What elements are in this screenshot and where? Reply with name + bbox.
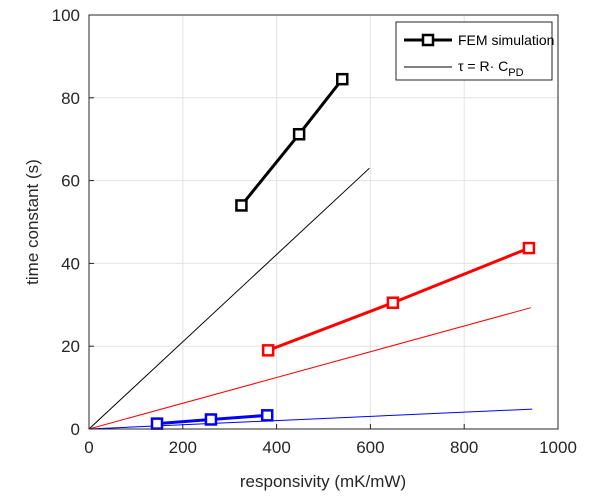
y-tick-label: 80: [61, 89, 80, 108]
ticks: 0 200 400 600 800 1000 0 20 40 60 80 100: [52, 6, 577, 457]
legend-tau-label: τ = R· CPD: [458, 58, 524, 79]
plot-background: [89, 15, 558, 429]
legend-box: [395, 21, 553, 81]
y-tick-label: 0: [71, 420, 80, 439]
legend-tau-label-main: τ = R· C: [458, 58, 508, 74]
fem-data-point: [235, 199, 248, 212]
fem-data-point: [522, 241, 536, 255]
model-line: [88, 167, 370, 430]
fem-data-point: [336, 72, 349, 86]
fem-data-point: [292, 127, 306, 141]
y-axis-label: time constant (s): [23, 159, 42, 285]
fem-data-point: [386, 296, 400, 309]
y-tick-label: 40: [61, 254, 80, 273]
x-tick-label: 0: [84, 438, 93, 457]
fem-data-point: [260, 409, 274, 422]
x-tick-label: 600: [356, 438, 384, 457]
model-line: [88, 307, 531, 430]
legend-tau-label-subscript: PD: [508, 67, 523, 79]
fem-data-point: [261, 344, 275, 357]
x-tick-label: 1000: [539, 438, 577, 457]
legend-fem-label: FEM simulation: [458, 32, 554, 48]
legend: FEM simulation τ = R· CPD: [395, 21, 554, 81]
x-tick-label: 800: [450, 438, 478, 457]
series-layer: [88, 72, 536, 430]
y-tick-label: 100: [52, 6, 80, 25]
x-tick-label: 200: [169, 438, 197, 457]
grid: [89, 15, 558, 429]
fem-data-point: [150, 417, 164, 430]
fem-data-point: [204, 413, 218, 426]
y-tick-label: 20: [61, 337, 80, 356]
x-axis-label: responsivity (mK/mW): [240, 472, 406, 491]
legend-fem-marker: [421, 33, 435, 47]
plot-frame: [88, 14, 559, 430]
y-tick-label: 60: [61, 172, 80, 191]
x-tick-label: 400: [262, 438, 290, 457]
